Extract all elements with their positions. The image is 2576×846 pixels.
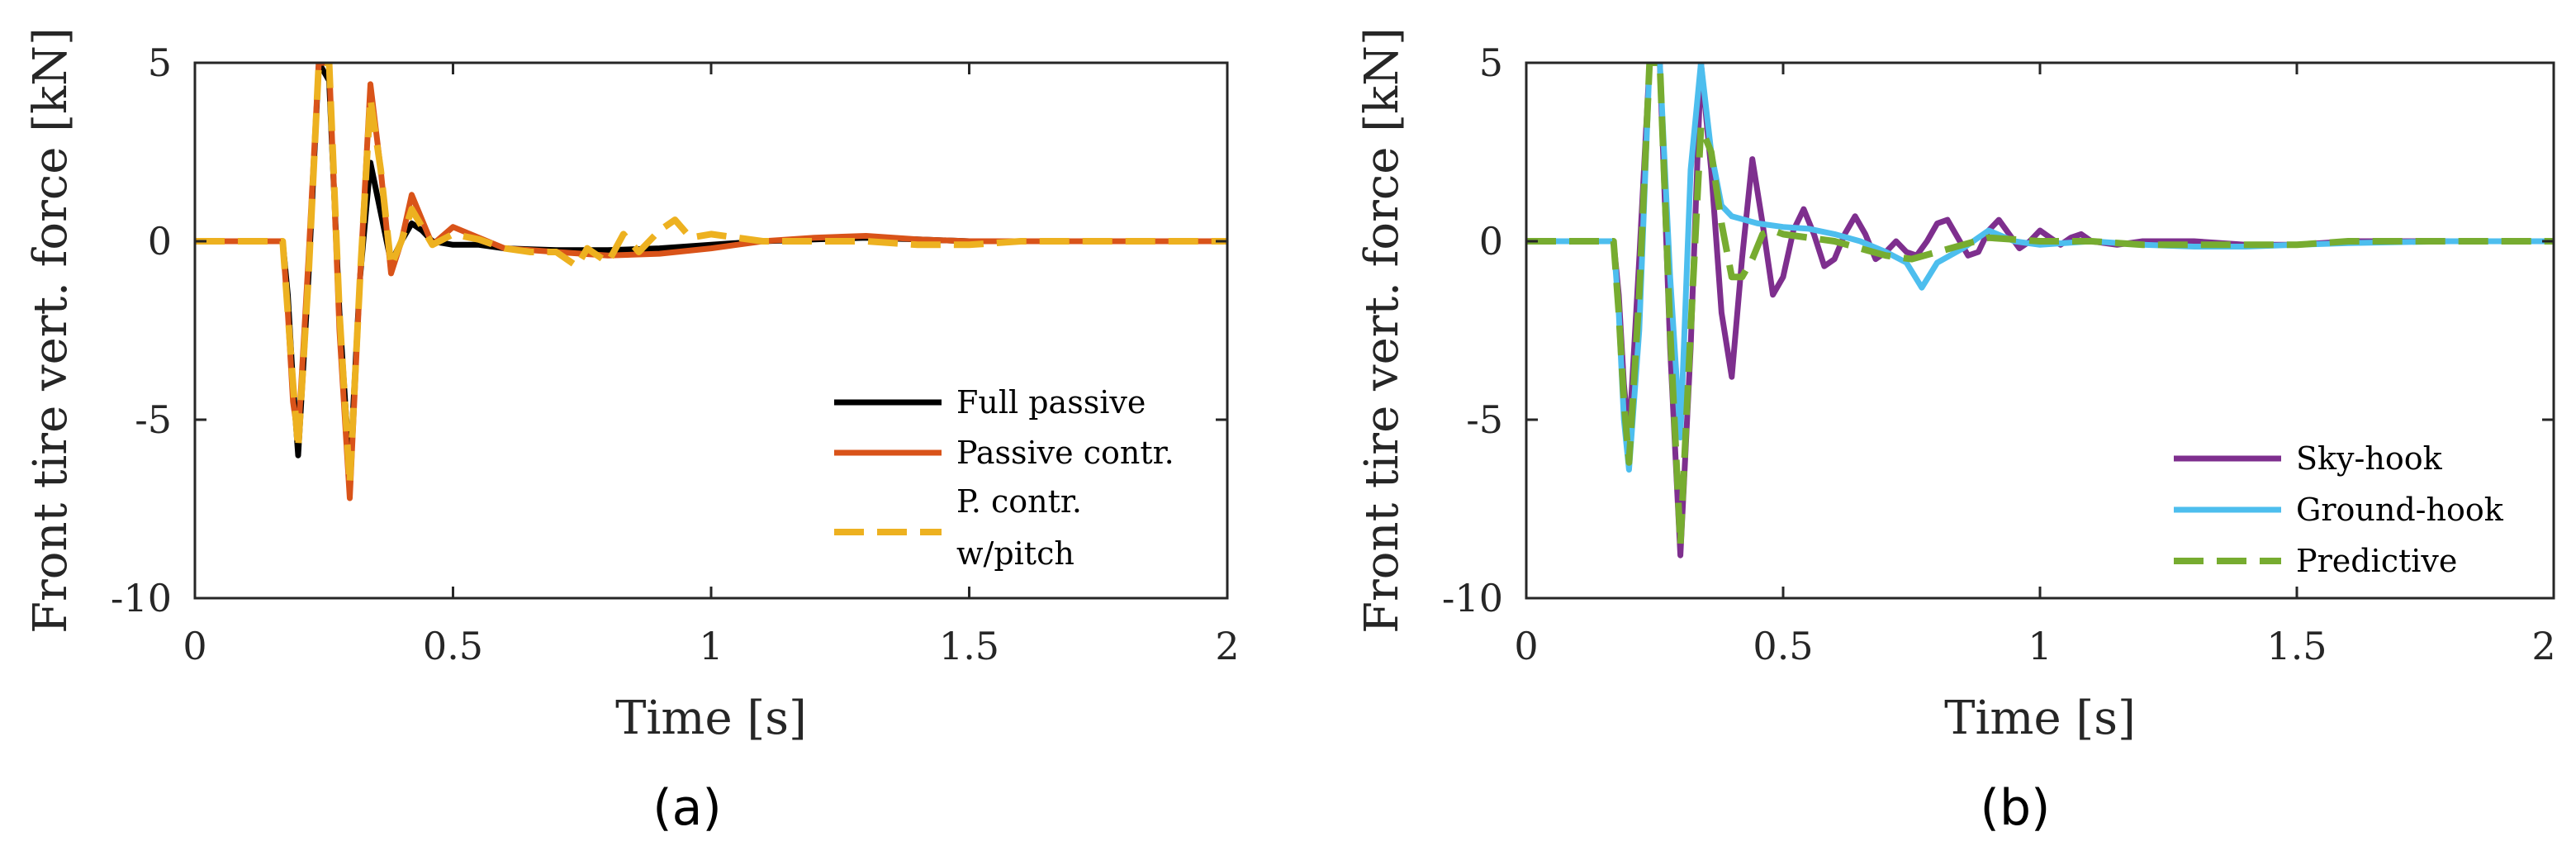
- y-tick-label: -10: [111, 576, 172, 620]
- legend-a: Full passive Passive contr. P. contr. w/…: [818, 372, 1214, 587]
- x-tick-label: 0.5: [1753, 624, 1813, 668]
- chart-panel-b: 5 0 -5 -10 0 0.5 1 1.5 2 Time [s] Front …: [1355, 27, 2556, 837]
- y-tick-label: -5: [1466, 397, 1503, 442]
- panel-label-a: (a): [652, 779, 722, 837]
- x-tick-label: 2: [1215, 624, 1239, 668]
- legend-label: P. contr.: [956, 483, 1082, 520]
- panel-label-b: (b): [1981, 779, 2051, 837]
- y-tick-label: -10: [1442, 576, 1503, 620]
- series-layer-b: [1526, 63, 2554, 558]
- legend-label: Full passive: [956, 384, 1146, 421]
- legend-label: w/pitch: [956, 535, 1075, 572]
- legend-label: Ground-hook: [2296, 492, 2504, 528]
- x-tick-label: 1: [699, 624, 723, 668]
- y-tick-label: 0: [1479, 219, 1503, 264]
- x-tick-label: 1.5: [2266, 624, 2327, 668]
- y-tick-label: 0: [148, 219, 172, 264]
- x-axis-label: Time [s]: [1944, 692, 2136, 745]
- legend-label: Sky-hook: [2296, 440, 2443, 477]
- y-tick-label: 5: [148, 40, 172, 85]
- x-tick-label: 1.5: [939, 624, 999, 668]
- tick-marks-b: [1525, 61, 2555, 600]
- tick-marks-a: [193, 61, 1229, 600]
- series-line-passive-contr: [195, 63, 1227, 501]
- x-tick-label: 0: [1514, 624, 1538, 668]
- x-tick-label: 0: [183, 624, 206, 668]
- x-tick-label: 0.5: [423, 624, 483, 668]
- legend-box: [818, 372, 1214, 587]
- x-tick-label: 2: [2531, 624, 2555, 668]
- legend-b: Sky-hook Ground-hook Predictive: [2161, 425, 2540, 587]
- y-axis-label: Front tire vert. force [kN]: [1355, 27, 1409, 634]
- series-layer-a: [195, 63, 1227, 501]
- x-axis-label: Time [s]: [615, 692, 807, 745]
- y-tick-label: -5: [135, 397, 172, 442]
- chart-panel-a: 5 0 -5 -10 0 0.5 1 1.5 2 Time [s] Front …: [24, 27, 1240, 837]
- y-tick-label: 5: [1479, 40, 1503, 85]
- y-axis-label: Front tire vert. force [kN]: [24, 27, 78, 634]
- legend-label: Predictive: [2296, 543, 2457, 579]
- legend-label: Passive contr.: [956, 435, 1174, 471]
- series-line-predictive: [1526, 63, 2554, 549]
- x-tick-label: 1: [2028, 624, 2052, 668]
- series-line-p-contr-w-pitch: [195, 63, 1227, 487]
